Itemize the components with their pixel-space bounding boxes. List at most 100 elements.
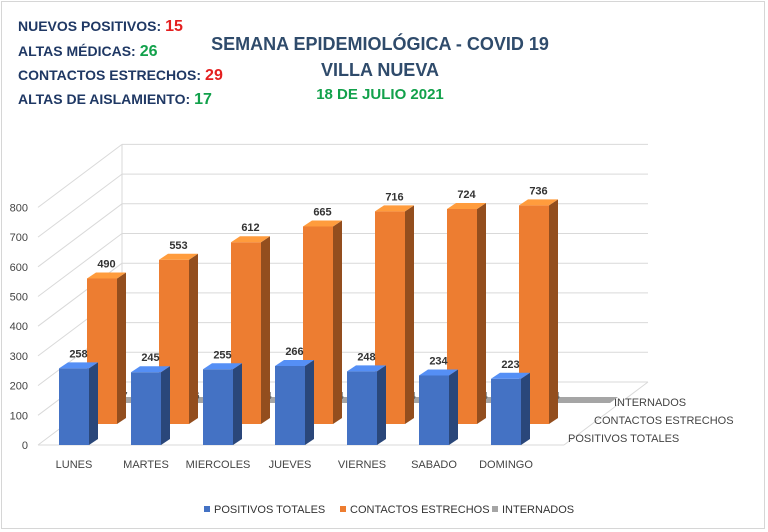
gridline-side <box>37 203 123 268</box>
x-tick-label: LUNES <box>56 459 93 471</box>
gridline-side <box>37 173 123 238</box>
bar-side <box>305 359 314 445</box>
y-tick-label: 500 <box>10 292 28 304</box>
bar-positivos <box>419 369 458 445</box>
bar-front <box>347 371 377 445</box>
bar-top <box>419 369 458 376</box>
bar-side <box>233 363 242 445</box>
data-label-contactos: 736 <box>529 185 547 197</box>
bar-side <box>261 236 270 424</box>
legend-item-positivos: POSITIVOS TOTALES <box>204 504 325 516</box>
chart-date: 18 DE JULIO 2021 <box>316 86 444 103</box>
bar-front <box>419 375 449 445</box>
stat-value: 26 <box>139 43 158 60</box>
data-label-positivos: 266 <box>285 346 303 358</box>
legend-label: CONTACTOS ESTRECHOS <box>350 504 490 516</box>
data-label-positivos: 248 <box>357 351 375 363</box>
data-label-contactos: 612 <box>241 222 259 234</box>
gridline-side <box>37 143 123 208</box>
floor-right-edge <box>563 381 649 446</box>
legend-label: INTERNADOS <box>502 504 575 516</box>
bar-side <box>521 372 530 445</box>
bar-positivos <box>131 366 170 445</box>
stat-altas-aislamiento: ALTAS DE AISLAMIENTO: 17 <box>18 91 212 109</box>
bar-contactos <box>87 272 126 424</box>
bar-top <box>303 220 342 227</box>
x-tick-label: MIERCOLES <box>186 459 251 471</box>
chart-subtitle: VILLA NUEVA <box>320 60 439 80</box>
legend-swatch <box>492 506 498 513</box>
stat-label: ALTAS MÉDICAS: <box>18 43 136 59</box>
bar-positivos <box>347 365 386 445</box>
legend-swatch <box>340 506 346 513</box>
bar-side <box>161 366 170 445</box>
y-tick-label: 100 <box>10 410 28 422</box>
x-tick-label: VIERNES <box>338 459 386 471</box>
bar-side <box>117 272 126 424</box>
bar-front <box>131 372 161 445</box>
bar-top <box>491 372 530 379</box>
bar-top <box>447 202 486 209</box>
bar-side <box>405 205 414 424</box>
data-label-contactos: 716 <box>385 191 403 203</box>
stat-value: 17 <box>194 91 212 108</box>
data-label-positivos: 245 <box>141 352 159 364</box>
y-tick-label: 700 <box>10 232 28 244</box>
bar-top <box>87 272 126 279</box>
y-tick-label: 400 <box>10 321 28 333</box>
data-label-positivos: 234 <box>429 356 448 368</box>
stat-contactos-estrechos: CONTACTOS ESTRECHOS: 29 <box>18 67 223 85</box>
bar-side <box>549 199 558 424</box>
stat-label: CONTACTOS ESTRECHOS: <box>18 67 202 83</box>
x-tick-label: JUEVES <box>269 459 312 471</box>
stat-label: ALTAS DE AISLAMIENTO: <box>18 91 191 107</box>
data-label-positivos: 258 <box>69 348 87 360</box>
stat-label: NUEVOS POSITIVOS: <box>18 18 162 34</box>
depth-label: POSITIVOS TOTALES <box>568 433 679 445</box>
legend-item-internados: INTERNADOS <box>492 504 574 516</box>
data-label-contactos: 665 <box>313 206 331 218</box>
y-tick-label: 0 <box>22 440 28 452</box>
bar-front <box>203 369 233 445</box>
bar-front <box>59 368 89 445</box>
bar-top <box>347 365 386 372</box>
y-tick-label: 600 <box>10 262 28 274</box>
bar-positivos <box>491 372 530 445</box>
bar-top <box>159 253 198 260</box>
bar-top <box>131 366 170 373</box>
data-label-positivos: 223 <box>501 359 519 371</box>
bar-top <box>375 205 414 212</box>
y-tick-label: 200 <box>10 381 28 393</box>
x-tick-label: SABADO <box>411 459 457 471</box>
x-tick-label: MARTES <box>123 459 169 471</box>
bar-side <box>477 202 486 424</box>
data-label-contactos: 490 <box>97 258 115 270</box>
stat-nuevos-positivos: NUEVOS POSITIVOS: 15 <box>18 18 183 36</box>
y-tick-label: 300 <box>10 351 28 363</box>
bar-side <box>333 220 342 424</box>
y-tick-label: 800 <box>10 202 28 214</box>
bar-side <box>189 253 198 424</box>
legend-swatch <box>204 506 210 513</box>
stat-value: 29 <box>205 67 223 84</box>
bar-top <box>231 236 270 243</box>
bar-top <box>275 359 314 366</box>
data-label-contactos: 553 <box>169 240 187 252</box>
bar-positivos <box>203 363 242 445</box>
bar-front <box>275 365 305 445</box>
legend-item-contactos: CONTACTOS ESTRECHOS <box>340 504 490 516</box>
bar-positivos <box>275 359 314 445</box>
data-label-positivos: 255 <box>213 349 231 361</box>
bar-positivos <box>59 362 98 445</box>
gridline-side <box>37 233 123 297</box>
bar-top <box>203 363 242 370</box>
bar-side <box>89 362 98 445</box>
bar-front <box>491 378 521 445</box>
data-label-contactos: 724 <box>457 189 476 201</box>
bar-top <box>519 199 558 206</box>
x-tick-label: DOMINGO <box>479 459 533 471</box>
bar-top <box>59 362 98 369</box>
chart-title: SEMANA EPIDEMIOLÓGICA - COVID 19 <box>211 34 549 54</box>
bar-side <box>449 369 458 445</box>
